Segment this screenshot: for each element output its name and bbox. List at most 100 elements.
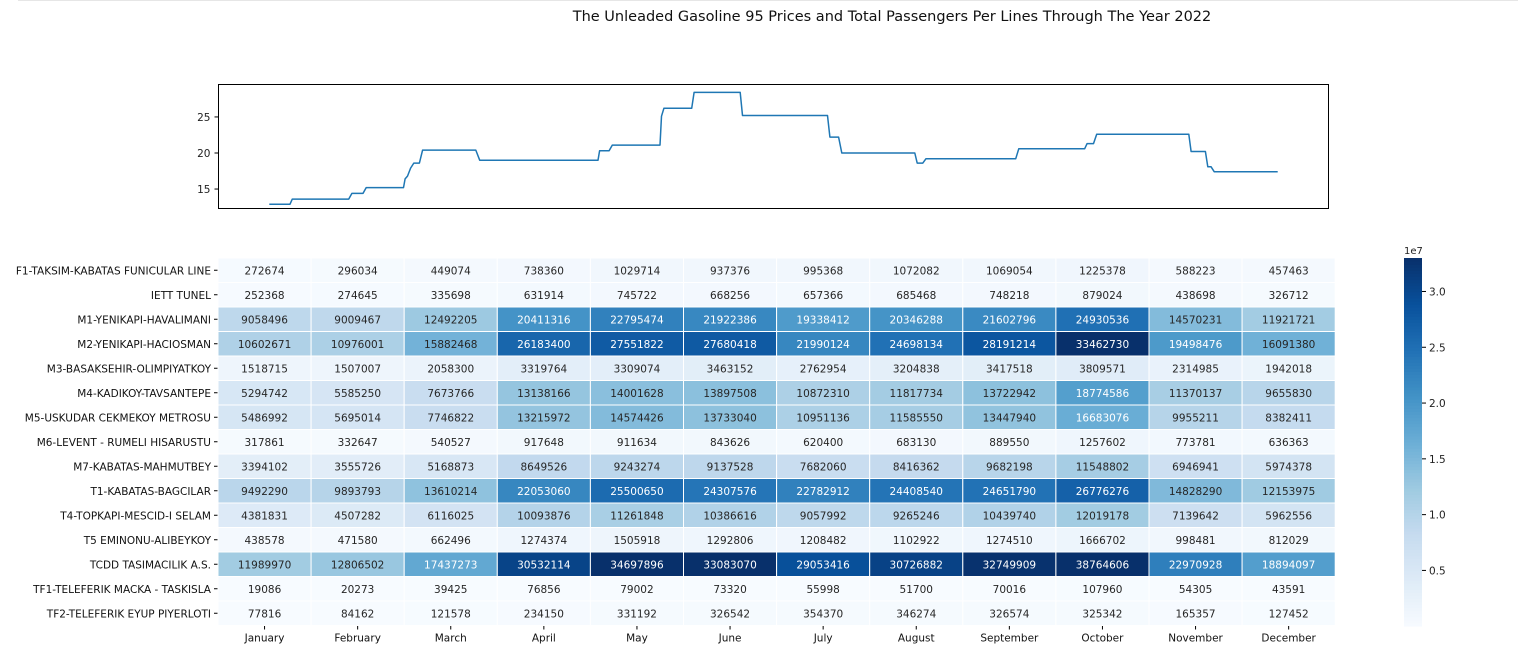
colorbar-gradient-slice — [1404, 552, 1422, 557]
cell-value-label: 234150 — [524, 608, 564, 620]
colorbar-gradient-slice — [1404, 583, 1422, 587]
colorbar-gradient-slice — [1404, 368, 1422, 373]
colorbar-gradient-slice — [1404, 469, 1422, 474]
heatmap-cell — [310, 551, 405, 577]
colorbar-gradient-slice — [1404, 555, 1422, 560]
heatmap-cell — [1148, 331, 1243, 357]
cell-value-label: 19338412 — [796, 314, 849, 326]
colorbar-gradient-slice — [1404, 509, 1422, 514]
colorbar-gradient-slice — [1404, 285, 1422, 290]
colorbar-gradient-slice — [1404, 316, 1422, 320]
heatmap-cell — [496, 257, 591, 283]
heatmap-cell — [310, 306, 405, 332]
colorbar-gradient-slice — [1404, 408, 1422, 412]
heatmap-cell — [1055, 282, 1150, 308]
cell-value-label: 11261848 — [610, 510, 663, 522]
cell-value-label: 9009467 — [334, 314, 381, 326]
colorbar-gradient-slice — [1404, 417, 1422, 422]
heatmap-cell — [217, 551, 312, 577]
cell-value-label: 745722 — [617, 290, 657, 302]
heatmap-cell — [589, 282, 685, 308]
cell-value-label: 1942018 — [1265, 363, 1312, 375]
column-label: October — [1081, 633, 1124, 645]
cell-value-label: 5962556 — [1265, 510, 1312, 522]
colorbar-tick-label: 1.5 — [1429, 454, 1446, 466]
heatmap-cell — [217, 306, 312, 332]
colorbar-gradient-slice — [1404, 530, 1422, 535]
heatmap-cell — [683, 404, 778, 430]
colorbar-gradient-slice — [1404, 448, 1422, 452]
cell-value-label: 11585550 — [890, 412, 943, 424]
cell-value-label: 3319764 — [520, 363, 567, 375]
cell-value-label: 22053060 — [517, 486, 570, 498]
colorbar-gradient-slice — [1404, 484, 1422, 489]
cell-value-label: 55998 — [806, 584, 839, 596]
colorbar-gradient-slice — [1404, 337, 1422, 342]
colorbar-gradient-slice — [1404, 346, 1422, 351]
column-label: May — [626, 633, 648, 645]
colorbar-gradient-slice — [1404, 567, 1422, 572]
cell-value-label: 668256 — [710, 290, 750, 302]
cell-value-label: 748218 — [989, 290, 1029, 302]
cell-value-label: 76856 — [527, 584, 561, 596]
colorbar-gradient-slice — [1404, 524, 1422, 529]
colorbar-gradient-slice — [1404, 396, 1422, 400]
cell-value-label: 346274 — [896, 608, 936, 620]
heatmap-cell — [1241, 478, 1336, 504]
colorbar-gradient-slice — [1404, 518, 1422, 523]
cell-value-label: 10951136 — [796, 412, 850, 424]
row-label: M6-LEVENT - RUMELI HISARUSTU — [37, 437, 211, 449]
cell-value-label: 631914 — [524, 290, 564, 302]
cell-value-label: 9955211 — [1172, 412, 1219, 424]
colorbar-gradient-slice — [1404, 389, 1422, 394]
colorbar-tick-label: 2.5 — [1429, 342, 1446, 354]
heatmap-cell — [776, 429, 871, 455]
cell-value-label: 8649526 — [520, 461, 567, 473]
heatmap-cell — [217, 257, 312, 283]
heatmap-cell — [776, 502, 871, 528]
heatmap-cell — [776, 331, 871, 357]
colorbar-gradient-slice — [1404, 291, 1422, 296]
heatmap-cell — [217, 502, 312, 528]
cell-value-label: 879024 — [1082, 290, 1122, 302]
heatmap-cell — [1241, 306, 1336, 332]
cell-value-label: 438698 — [1176, 290, 1216, 302]
heatmap-cell — [1148, 453, 1243, 479]
cell-value-label: 662496 — [431, 535, 471, 547]
row-label: M3-BASAKSEHIR-OLIMPIYATKOY — [47, 363, 212, 375]
colorbar-gradient-slice — [1404, 331, 1422, 336]
colorbar-gradient-slice — [1404, 527, 1422, 532]
colorbar-gradient-slice — [1404, 616, 1422, 621]
colorbar-gradient-slice — [1404, 503, 1422, 507]
cell-value-label: 39425 — [434, 584, 467, 596]
cell-value-label: 27680418 — [703, 339, 756, 351]
heatmap-cell — [1148, 257, 1243, 283]
heatmap-cell — [403, 551, 498, 577]
colorbar-gradient-slice — [1404, 325, 1422, 330]
colorbar-gradient-slice — [1404, 534, 1422, 538]
column-label: September — [980, 633, 1039, 645]
cell-value-label: 12492205 — [424, 314, 477, 326]
heatmap-cell — [869, 600, 964, 626]
cell-value-label: 457463 — [1269, 265, 1309, 277]
cell-value-label: 636363 — [1269, 437, 1309, 449]
colorbar-gradient-slice — [1404, 540, 1422, 544]
heatmap-cell — [1241, 502, 1336, 528]
cell-value-label: 1505918 — [614, 535, 661, 547]
colorbar-tick-label: 3.0 — [1429, 286, 1446, 298]
cell-value-label: 296034 — [338, 265, 378, 277]
colorbar-gradient-slice — [1404, 392, 1422, 397]
heatmap-cell — [217, 527, 312, 553]
heatmap-cell — [589, 576, 685, 602]
heatmap-cell — [1241, 355, 1336, 381]
colorbar-gradient-slice — [1404, 589, 1422, 593]
cell-value-label: 540527 — [431, 437, 471, 449]
cell-value-label: 683130 — [896, 437, 936, 449]
heatmap-cell — [962, 576, 1057, 602]
cell-value-label: 354370 — [803, 608, 843, 620]
colorbar-gradient-slice — [1404, 267, 1422, 271]
price-line-panel: 15 20 25 — [197, 84, 1329, 209]
cell-value-label: 7746822 — [427, 412, 474, 424]
heatmap-cell — [1241, 282, 1336, 308]
colorbar-gradient-slice — [1404, 564, 1422, 569]
